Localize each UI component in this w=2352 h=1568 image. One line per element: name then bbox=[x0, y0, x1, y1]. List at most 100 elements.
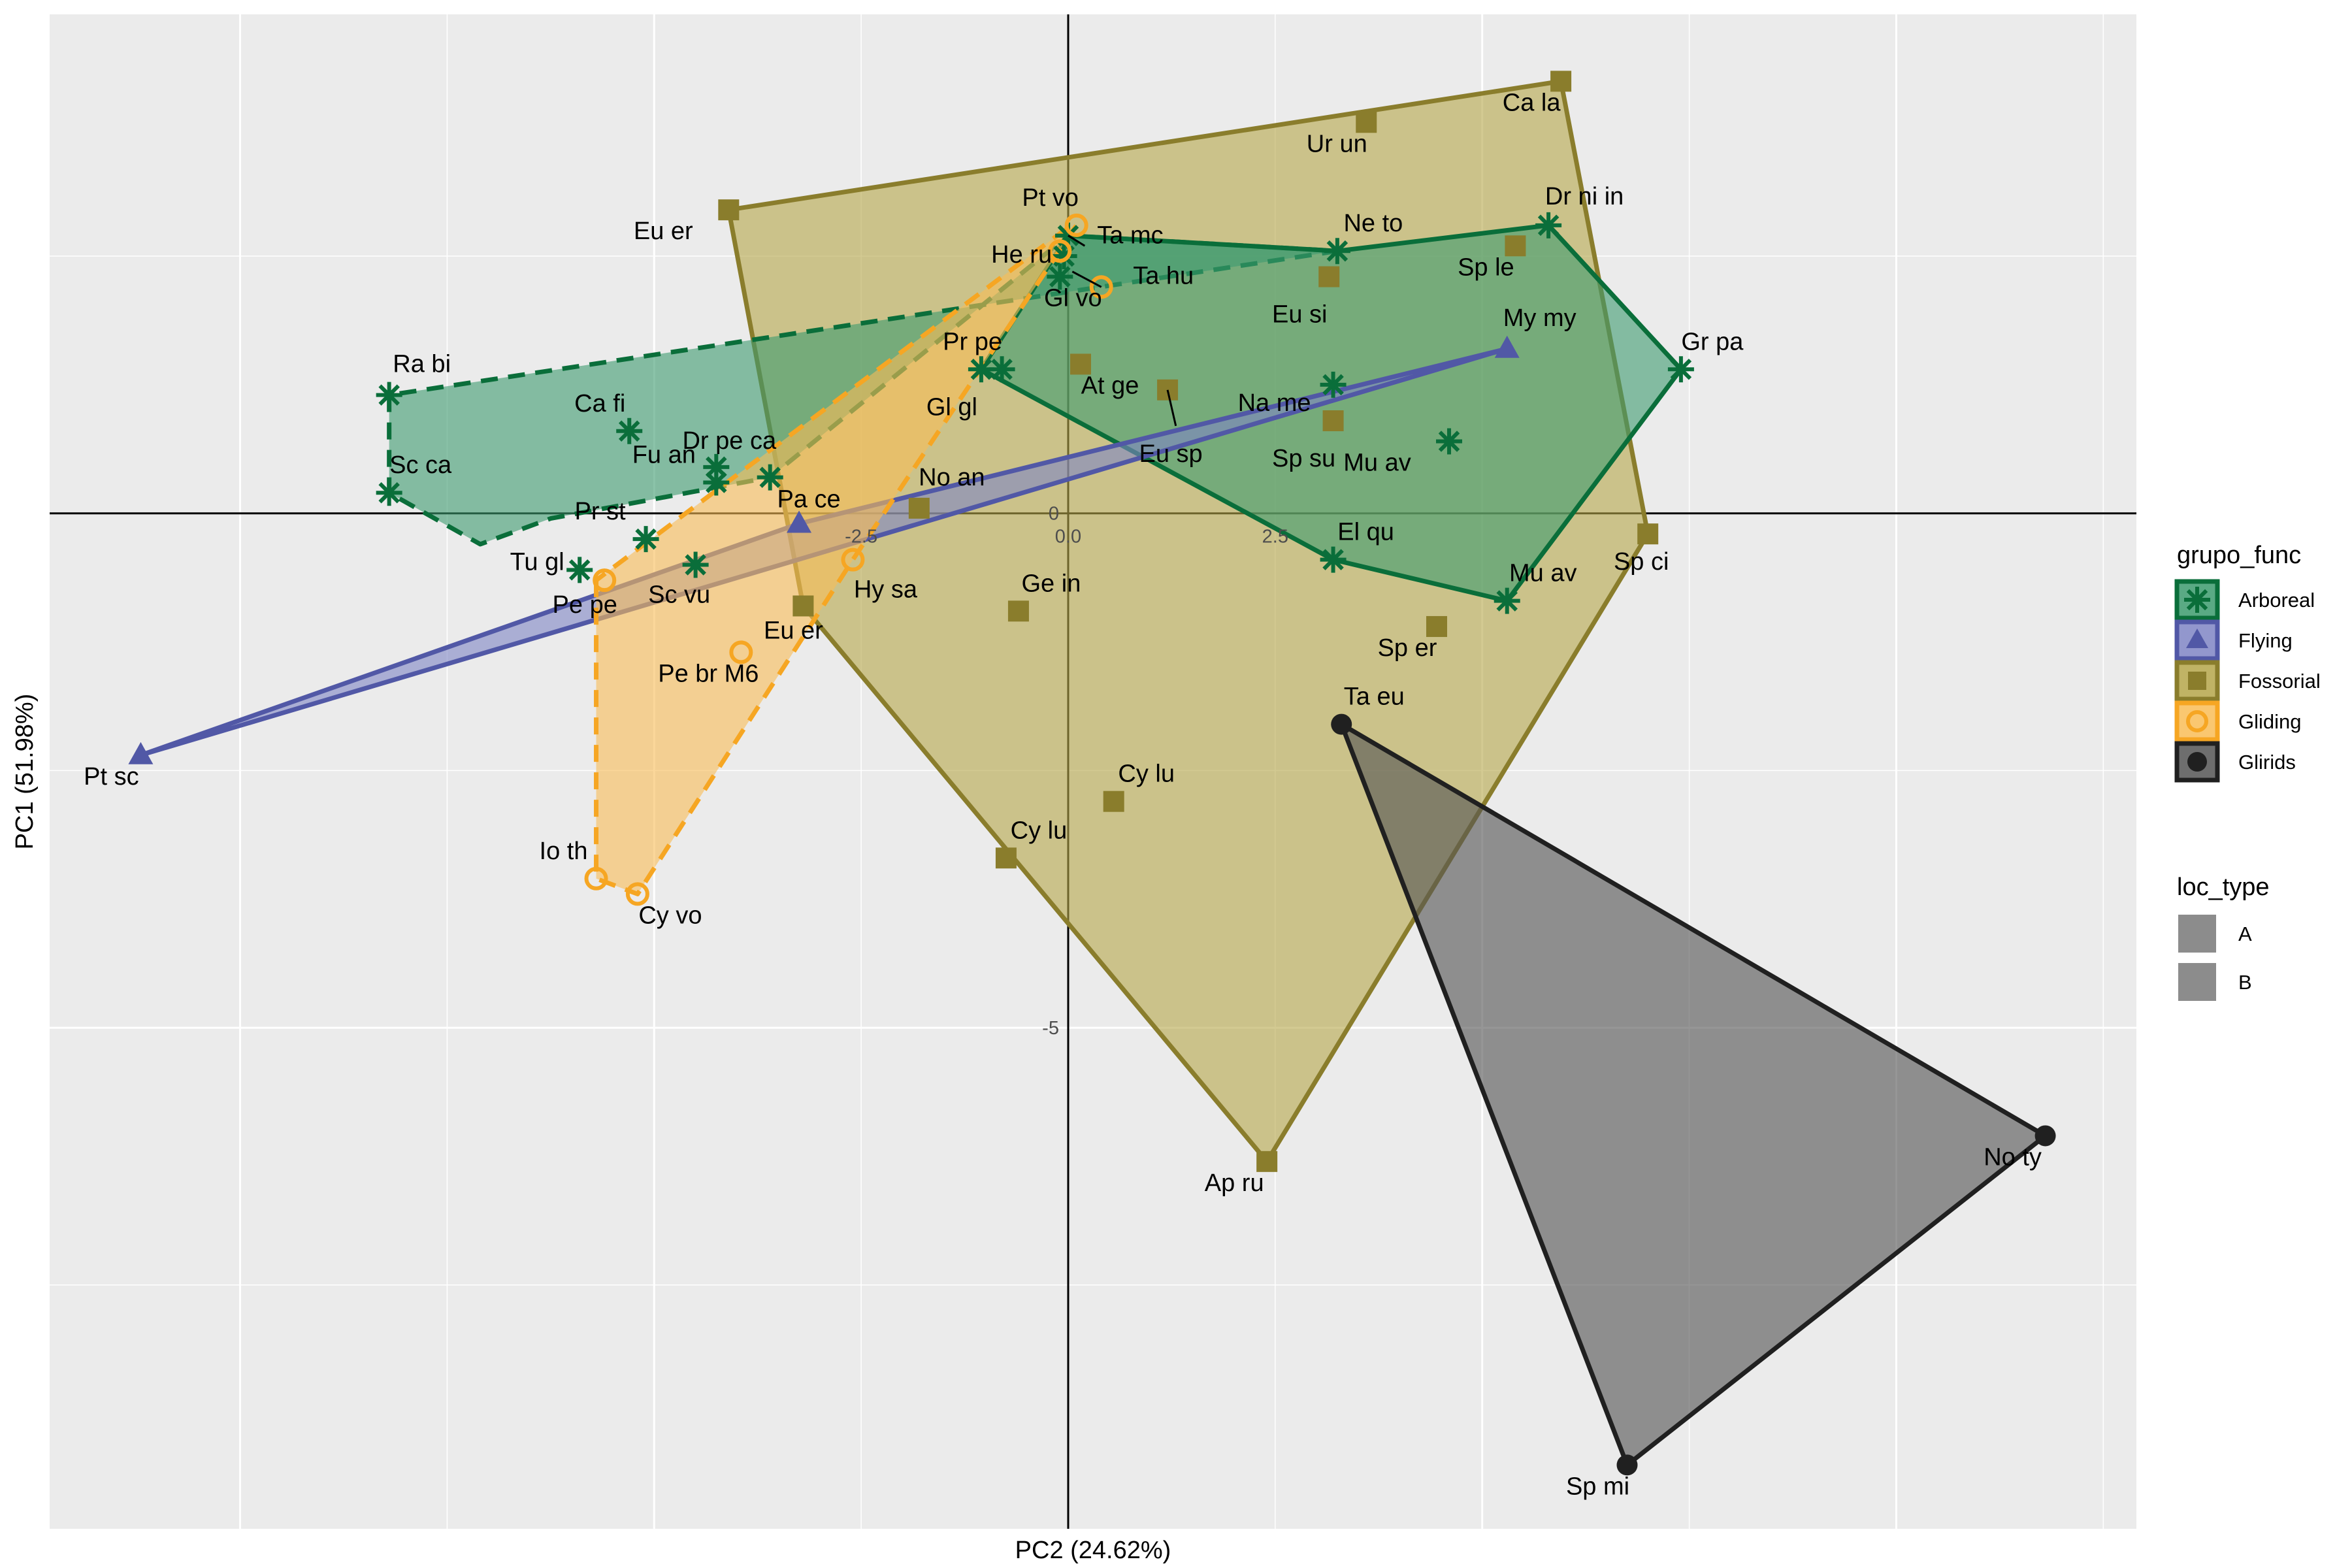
point-label: Gl gl bbox=[926, 393, 977, 421]
point-label: Sp su bbox=[1272, 445, 1335, 472]
point-label: Ap ru bbox=[1205, 1169, 1264, 1197]
point-arboreal bbox=[566, 557, 593, 583]
legend-label-arboreal: Arboreal bbox=[2238, 589, 2315, 612]
point-fossorial bbox=[1070, 353, 1091, 375]
asterisk-stroke bbox=[1438, 431, 1460, 452]
point-label: Gr pa bbox=[1681, 328, 1744, 355]
point-label: Gl vo bbox=[1044, 285, 1102, 312]
point-arboreal bbox=[1667, 356, 1694, 383]
point-fossorial bbox=[1007, 600, 1029, 622]
point-label: Mu av bbox=[1509, 560, 1576, 587]
point-gliding bbox=[1048, 239, 1072, 263]
point-label: Sc ca bbox=[389, 451, 452, 479]
point-arboreal bbox=[968, 356, 994, 383]
legend-title-grupo-func: grupo_func bbox=[2177, 542, 2301, 569]
point-arboreal bbox=[1320, 546, 1347, 573]
point-label: Sp ci bbox=[1614, 548, 1669, 576]
point-arboreal bbox=[703, 469, 730, 496]
point-arboreal bbox=[1324, 238, 1350, 265]
point-gliding bbox=[593, 568, 617, 593]
point-gliding bbox=[625, 882, 649, 906]
point-label: Sc vu bbox=[648, 581, 710, 608]
hull-glirids bbox=[1339, 722, 2048, 1467]
point-arboreal bbox=[1535, 212, 1562, 238]
point-flying bbox=[128, 742, 154, 764]
legend-key-loc-a bbox=[2176, 912, 2219, 955]
legend-label-glirids: Glirids bbox=[2238, 751, 2296, 774]
x-tick-label: 0.0 bbox=[1055, 527, 1081, 547]
asterisk-stroke bbox=[1670, 359, 1692, 380]
point-label: No ty bbox=[1984, 1143, 2042, 1171]
point-arboreal bbox=[376, 382, 402, 408]
point-gliding bbox=[841, 547, 865, 572]
asterisk-stroke bbox=[618, 420, 640, 442]
point-label: Pr st bbox=[575, 498, 627, 525]
point-arboreal bbox=[1051, 243, 1077, 270]
point-label: Cy lu bbox=[1118, 760, 1175, 788]
point-fossorial bbox=[1426, 615, 1447, 637]
point-fossorial bbox=[1505, 235, 1526, 257]
point-fossorial bbox=[1318, 266, 1340, 287]
point-label: Sp mi bbox=[1566, 1473, 1629, 1500]
legend-symbol bbox=[2187, 752, 2207, 772]
asterisk-stroke bbox=[1326, 240, 1348, 262]
point-label: Ca la bbox=[1503, 89, 1561, 116]
point-arboreal bbox=[682, 551, 709, 578]
data-points bbox=[128, 71, 2056, 1476]
point-label: Io th bbox=[540, 838, 588, 865]
point-fossorial bbox=[995, 847, 1017, 869]
point-fossorial bbox=[718, 199, 740, 221]
y-tick-label: 0 bbox=[1049, 504, 1059, 525]
point-label: Cy lu bbox=[1011, 817, 1068, 844]
point-label: No an bbox=[919, 464, 985, 491]
point-fossorial bbox=[1356, 112, 1377, 133]
legend-key-fossorial bbox=[2174, 660, 2220, 702]
asterisk-stroke bbox=[2186, 589, 2208, 611]
legend-key-loc-b bbox=[2176, 960, 2219, 1004]
point-label: At ge bbox=[1081, 372, 1139, 399]
asterisk-stroke bbox=[991, 359, 1013, 380]
asterisk-stroke bbox=[1537, 214, 1560, 237]
asterisk-stroke bbox=[706, 456, 727, 478]
leader-line bbox=[1166, 389, 1177, 427]
point-label: Pt vo bbox=[1022, 184, 1079, 212]
point-label: My my bbox=[1503, 304, 1576, 332]
x-axis-title: PC2 (24.62%) bbox=[1015, 1537, 1171, 1564]
point-arboreal bbox=[616, 417, 643, 444]
legend-key-gliding bbox=[2174, 700, 2220, 742]
point-arboreal bbox=[632, 526, 659, 553]
asterisk-stroke bbox=[759, 466, 781, 488]
point-flying bbox=[1494, 335, 1520, 358]
legend-label-fossorial: Fossorial bbox=[2238, 670, 2321, 693]
point-label: Ca fi bbox=[574, 390, 625, 417]
leader-line bbox=[1068, 235, 1086, 247]
point-label: He ru bbox=[991, 241, 1052, 269]
y-tick-label: -5 bbox=[1042, 1018, 1059, 1039]
legend-key-glirids bbox=[2174, 741, 2220, 783]
point-arboreal bbox=[376, 480, 402, 506]
asterisk-stroke bbox=[706, 472, 727, 493]
point-label: Mu av bbox=[1343, 449, 1411, 477]
point-label: Tu gl bbox=[510, 548, 564, 576]
asterisk-stroke bbox=[635, 528, 657, 550]
asterisk-stroke bbox=[970, 359, 992, 380]
point-arboreal bbox=[1436, 428, 1463, 455]
point-label: Sp er bbox=[1378, 634, 1437, 662]
asterisk-stroke bbox=[378, 384, 400, 406]
legend-symbol bbox=[2186, 629, 2208, 648]
point-label: Ra bi bbox=[393, 351, 451, 378]
point-label: Eu si bbox=[1272, 301, 1327, 329]
point-label: Na me bbox=[1238, 389, 1311, 417]
point-label: Ta eu bbox=[1344, 683, 1405, 711]
point-label: Eu sp bbox=[1139, 440, 1202, 468]
asterisk-stroke bbox=[1496, 590, 1518, 612]
point-label: Dr ni in bbox=[1545, 183, 1624, 210]
point-arboreal bbox=[1047, 263, 1073, 290]
point-label: Eu er bbox=[634, 218, 693, 245]
point-arboreal bbox=[1494, 587, 1520, 614]
asterisk-stroke bbox=[1322, 549, 1344, 570]
point-arboreal bbox=[2184, 587, 2210, 613]
leader-line bbox=[1071, 270, 1102, 288]
point-label: Fu an bbox=[632, 442, 696, 469]
